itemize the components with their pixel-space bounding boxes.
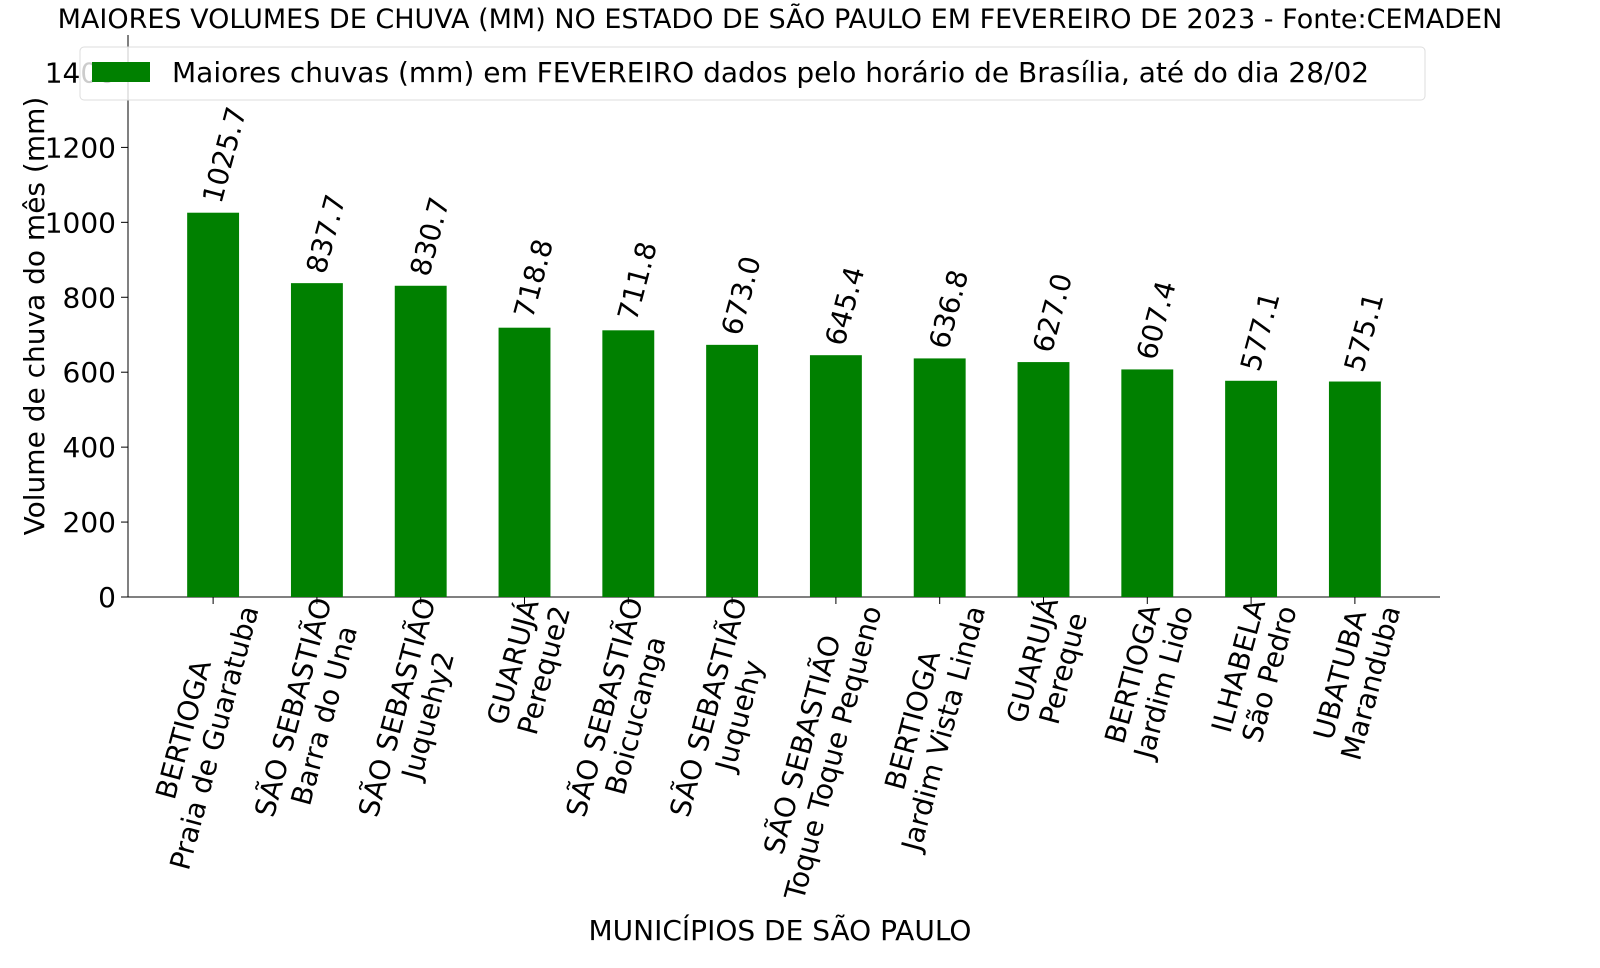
bar — [1017, 362, 1070, 597]
legend-swatch — [92, 62, 150, 82]
value-label: 636.8 — [923, 266, 976, 352]
y-tick-label: 200 — [63, 506, 116, 539]
y-tick-label: 800 — [63, 281, 116, 314]
y-tick-label: 0 — [98, 581, 116, 614]
bar — [913, 358, 966, 597]
value-label: 607.4 — [1130, 277, 1183, 363]
bar — [706, 344, 759, 597]
value-label: 718.8 — [507, 236, 560, 322]
chart-title: MAIORES VOLUMES DE CHUVA (MM) NO ESTADO … — [58, 3, 1503, 35]
bar — [809, 355, 862, 597]
bar — [1225, 380, 1278, 597]
value-label: 627.0 — [1026, 270, 1079, 356]
value-label: 830.7 — [404, 194, 457, 280]
value-label: 711.8 — [611, 238, 664, 324]
value-label: 577.1 — [1234, 289, 1287, 375]
y-tick-label: 400 — [63, 431, 116, 464]
y-axis-label: Volume de chuva do mês (mm) — [18, 97, 51, 536]
bar — [394, 285, 447, 597]
bar — [187, 212, 240, 597]
value-label: 1025.7 — [196, 103, 253, 206]
value-label: 673.0 — [715, 253, 768, 339]
legend-label: Maiores chuvas (mm) em FEVEREIRO dados p… — [172, 56, 1369, 89]
bar — [1121, 369, 1174, 597]
y-tick-label: 1200 — [45, 131, 116, 164]
y-tick-label: 1000 — [45, 206, 116, 239]
x-axis-label: MUNICÍPIOS DE SÃO PAULO — [589, 913, 972, 947]
bar — [498, 327, 551, 597]
legend: Maiores chuvas (mm) em FEVEREIRO dados p… — [79, 46, 1426, 101]
bar — [1328, 381, 1381, 597]
y-tick-label: 600 — [63, 356, 116, 389]
bar — [602, 330, 655, 597]
value-label: 575.1 — [1338, 289, 1391, 375]
bar — [290, 283, 343, 597]
value-label: 645.4 — [819, 263, 872, 349]
legend-box — [79, 46, 1426, 101]
value-label: 837.7 — [300, 191, 353, 277]
